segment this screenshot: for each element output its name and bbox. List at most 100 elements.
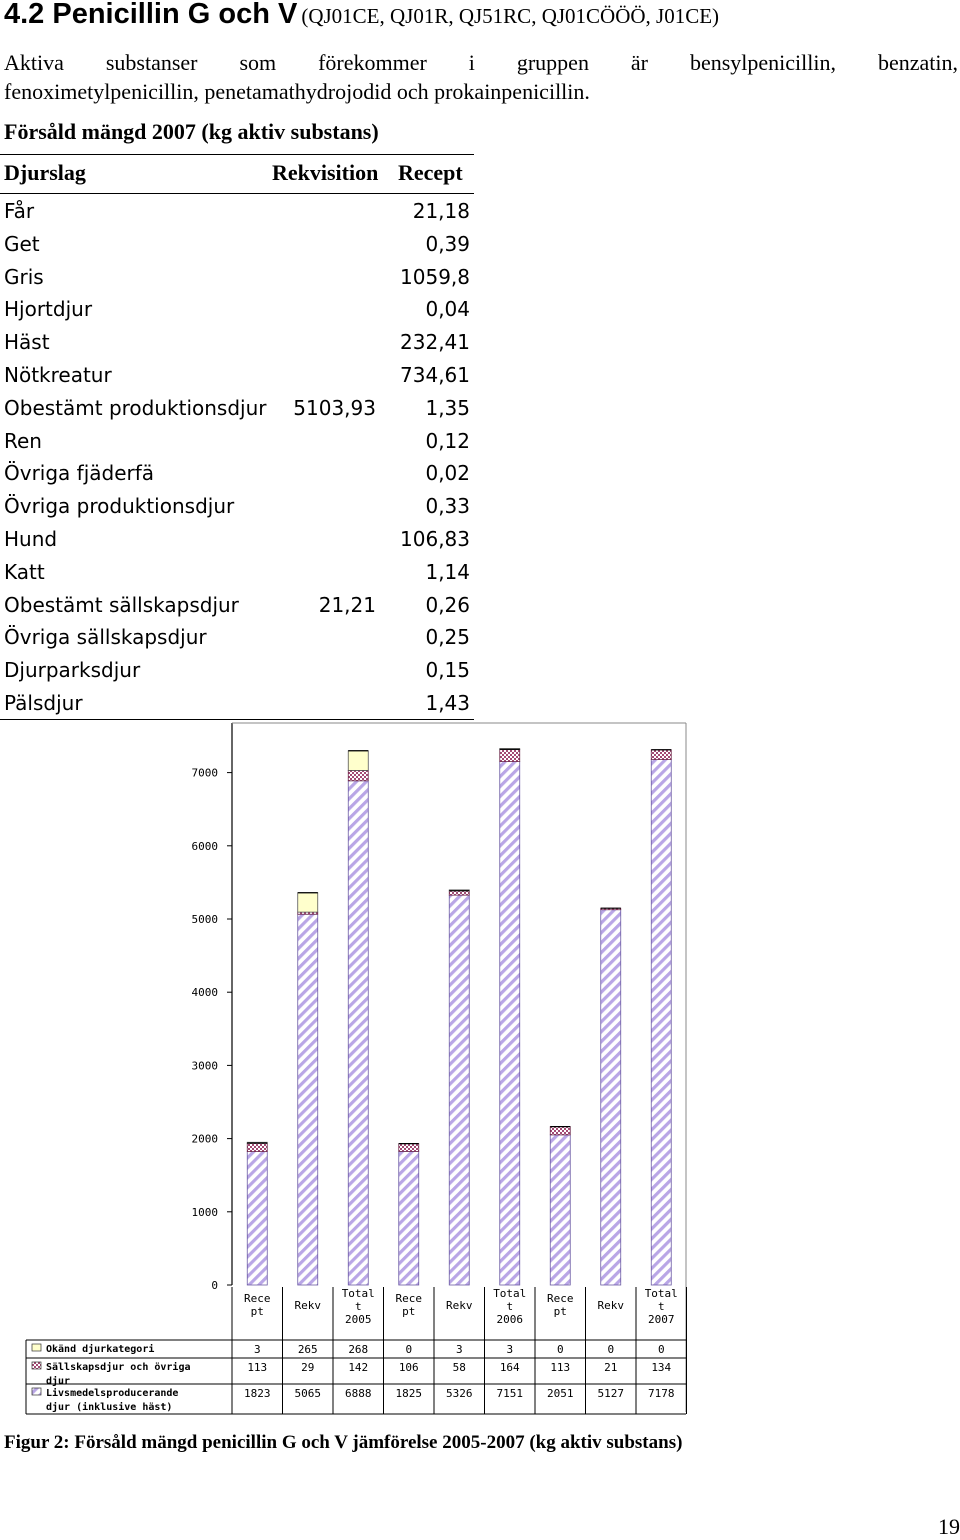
table-row: Obestämt produktionsdjur 5103,93 1,35 xyxy=(0,391,474,424)
category-label: Total xyxy=(342,1287,375,1300)
figure-caption: Figur 2: Försåld mängd penicillin G och … xyxy=(4,1432,683,1453)
bar-segment xyxy=(499,761,521,1286)
species-cell: Häst xyxy=(4,330,50,355)
category-label: Rekv xyxy=(598,1299,625,1312)
data-value: 5127 xyxy=(598,1387,625,1400)
y-tick-label: 0 xyxy=(211,1279,218,1292)
species-cell: Katt xyxy=(4,559,45,584)
y-tick-label: 7000 xyxy=(192,767,219,780)
data-value: 58 xyxy=(453,1361,466,1374)
recept-cell: 1059,8 xyxy=(400,264,470,289)
table-bottom-rule xyxy=(0,718,474,720)
recept-cell: 0,02 xyxy=(425,461,470,486)
data-value: 29 xyxy=(301,1361,314,1374)
species-cell: Övriga fjäderfä xyxy=(4,461,155,486)
data-value: 5326 xyxy=(446,1387,473,1400)
data-value: 3 xyxy=(506,1343,513,1356)
category-label: Total xyxy=(645,1287,678,1300)
data-value: 268 xyxy=(348,1343,368,1356)
recept-cell: 232,41 xyxy=(400,330,470,355)
table-row: Katt 1,14 xyxy=(0,555,474,588)
table-row: Övriga sällskapsdjur 0,25 xyxy=(0,620,474,653)
species-cell: Obestämt produktionsdjur xyxy=(4,395,267,420)
category-label: 2006 xyxy=(497,1313,524,1326)
data-value: 0 xyxy=(607,1343,614,1356)
category-label: Rece xyxy=(547,1292,574,1305)
header-djurslag: Djurslag xyxy=(4,160,86,185)
bar-segment xyxy=(398,1143,420,1152)
intro-word: i xyxy=(468,50,475,75)
table-row: Pälsdjur 1,43 xyxy=(0,686,474,719)
bar-segment xyxy=(297,913,319,1286)
y-tick-label: 1000 xyxy=(192,1206,219,1219)
intro-word: substanser xyxy=(105,50,198,75)
intro-word: gruppen xyxy=(516,50,589,75)
data-value: 1823 xyxy=(244,1387,271,1400)
legend-label: djur xyxy=(46,1375,70,1387)
bar-segment xyxy=(650,759,672,1286)
bar-segment xyxy=(297,892,319,913)
category-label: Total xyxy=(493,1287,526,1300)
header-rekvisition: Rekvisition xyxy=(272,160,379,185)
species-cell: Gris xyxy=(4,264,44,289)
category-label: t xyxy=(658,1300,665,1313)
table-row: Hjortdjur 0,04 xyxy=(0,292,474,325)
header-recept: Recept xyxy=(398,160,463,185)
data-value: 1825 xyxy=(396,1387,423,1400)
data-value: 3 xyxy=(254,1343,261,1356)
y-tick-label: 3000 xyxy=(192,1059,219,1072)
rekvisition-cell: 21,21 xyxy=(318,592,376,617)
data-value: 0 xyxy=(557,1343,564,1356)
rekvisition-cell: 5103,93 xyxy=(293,395,376,420)
category-label: Rekv xyxy=(295,1299,322,1312)
category-label: Rekv xyxy=(446,1299,473,1312)
bar-segment xyxy=(499,749,521,762)
category-label: t xyxy=(355,1300,362,1313)
table-title: Försåld mängd 2007 (kg aktiv substans) xyxy=(4,119,379,144)
species-cell: Övriga produktionsdjur xyxy=(4,494,235,519)
legend-label: Okänd djurkategori xyxy=(46,1343,154,1355)
recept-cell: 1,14 xyxy=(425,559,470,584)
recept-cell: 734,61 xyxy=(400,362,470,387)
bar-segment xyxy=(347,750,369,771)
species-cell: Get xyxy=(4,231,40,256)
data-value: 5065 xyxy=(295,1387,322,1400)
species-cell: Pälsdjur xyxy=(4,690,83,715)
data-value: 265 xyxy=(298,1343,318,1356)
category-label: pt xyxy=(402,1305,415,1318)
bar-segment xyxy=(600,909,622,1286)
legend-label: Livsmedelsproducerande xyxy=(46,1387,178,1399)
data-value: 113 xyxy=(247,1361,267,1374)
intro-word: är xyxy=(630,50,648,75)
table-row: Får 21,18 xyxy=(0,194,474,227)
bar-segment xyxy=(347,780,369,1286)
species-cell: Ren xyxy=(4,428,42,453)
category-label: 2005 xyxy=(345,1313,372,1326)
intro-paragraph: Aktiva substanser som förekommer i gruppen är b… xyxy=(4,48,958,106)
intro-word: som xyxy=(239,50,277,75)
legend-label: djur (inklusive häst) xyxy=(46,1401,172,1413)
recept-cell: 0,15 xyxy=(425,658,470,683)
section-title: 4.2 Penicillin G och V xyxy=(4,0,298,30)
y-tick-label: 6000 xyxy=(192,840,219,853)
bar-segment xyxy=(650,749,672,760)
y-tick-label: 5000 xyxy=(192,913,219,926)
table-row: Hund 106,83 xyxy=(0,522,474,555)
legend-swatch xyxy=(31,1361,42,1370)
recept-cell: 1,43 xyxy=(425,690,470,715)
recept-cell: 0,26 xyxy=(425,592,470,617)
intro-line-2: fenoximetylpenicillin, penetamathydrojod… xyxy=(4,79,590,104)
recept-cell: 0,04 xyxy=(425,297,470,322)
data-value: 6888 xyxy=(345,1387,372,1400)
category-label: t xyxy=(506,1300,513,1313)
bar-segment xyxy=(347,770,369,782)
species-cell: Hjortdjur xyxy=(4,297,93,322)
intro-word: benzatin, xyxy=(877,50,958,75)
data-value: 113 xyxy=(550,1361,570,1374)
table-row: Gris 1059,8 xyxy=(0,260,474,293)
species-cell: Djurparksdjur xyxy=(4,658,141,683)
species-cell: Får xyxy=(4,199,35,223)
table-body: Får 21,18 Get 0,39 Gris 1059,8 Hjortdjur 0,04 Hä… xyxy=(0,194,474,719)
species-cell: Övriga sällskapsdjur xyxy=(4,625,207,650)
